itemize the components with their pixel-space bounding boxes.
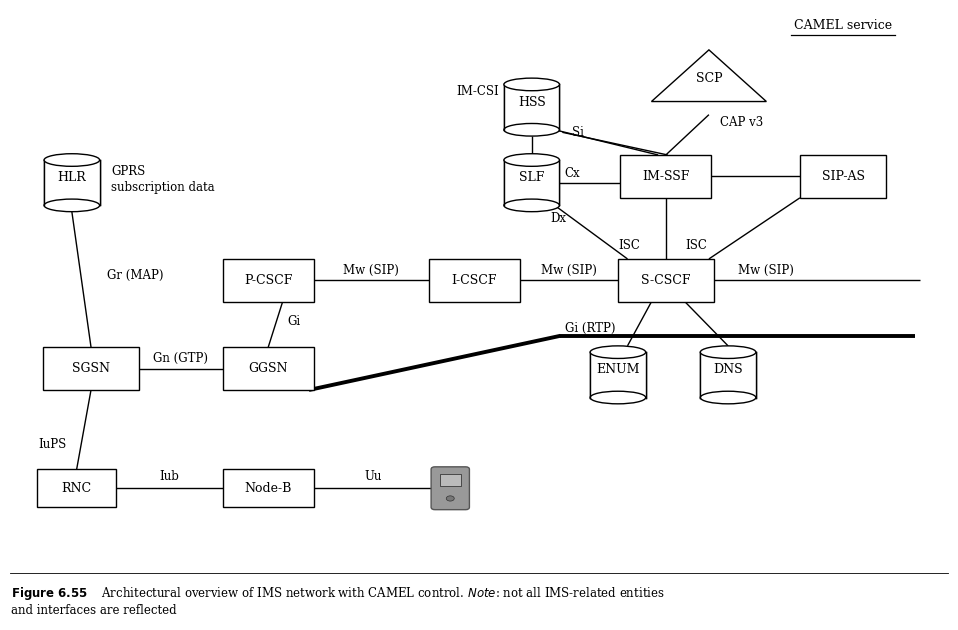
Ellipse shape — [504, 123, 559, 136]
Text: S-CSCF: S-CSCF — [641, 274, 691, 287]
FancyBboxPatch shape — [504, 84, 559, 129]
Text: Gi (RTP): Gi (RTP) — [565, 322, 616, 335]
Text: Mw (SIP): Mw (SIP) — [541, 264, 597, 277]
Text: HSS: HSS — [518, 96, 545, 108]
FancyBboxPatch shape — [620, 155, 711, 198]
FancyBboxPatch shape — [590, 352, 646, 397]
Text: Node-B: Node-B — [244, 482, 292, 495]
Text: subscription data: subscription data — [111, 181, 215, 194]
Text: Uu: Uu — [365, 471, 382, 483]
Ellipse shape — [590, 391, 646, 404]
Ellipse shape — [44, 154, 100, 166]
Text: GPRS: GPRS — [111, 165, 146, 178]
FancyBboxPatch shape — [222, 469, 313, 507]
Text: CAMEL service: CAMEL service — [794, 19, 892, 32]
Text: Si: Si — [572, 127, 583, 139]
Circle shape — [446, 496, 454, 501]
Ellipse shape — [504, 199, 559, 212]
FancyBboxPatch shape — [618, 259, 714, 302]
FancyBboxPatch shape — [37, 469, 116, 507]
FancyBboxPatch shape — [428, 259, 519, 302]
Text: SCP: SCP — [696, 72, 722, 85]
FancyBboxPatch shape — [431, 467, 469, 510]
Text: HLR: HLR — [57, 171, 86, 184]
Text: SLF: SLF — [519, 171, 544, 184]
FancyBboxPatch shape — [222, 259, 313, 302]
Text: Iub: Iub — [159, 471, 179, 483]
Text: Gn (GTP): Gn (GTP) — [153, 352, 208, 365]
Text: Gi: Gi — [287, 316, 301, 328]
Ellipse shape — [504, 78, 559, 91]
Text: IM-SSF: IM-SSF — [642, 170, 690, 183]
Text: I-CSCF: I-CSCF — [451, 274, 497, 287]
FancyBboxPatch shape — [44, 160, 100, 205]
Ellipse shape — [590, 346, 646, 358]
FancyBboxPatch shape — [504, 160, 559, 205]
Text: Cx: Cx — [564, 167, 580, 180]
Text: IuPS: IuPS — [38, 438, 66, 450]
FancyBboxPatch shape — [440, 474, 461, 486]
Ellipse shape — [700, 391, 756, 404]
Text: DNS: DNS — [714, 364, 742, 376]
Text: CAP v3: CAP v3 — [720, 117, 764, 129]
Text: ISC: ISC — [686, 239, 707, 251]
Ellipse shape — [44, 199, 100, 212]
Text: IM-CSI: IM-CSI — [456, 85, 499, 98]
Text: SIP-AS: SIP-AS — [822, 170, 864, 183]
FancyBboxPatch shape — [800, 155, 886, 198]
Text: ENUM: ENUM — [596, 364, 640, 376]
Text: $\bf{Figure\ 6.55}$    Architectural overview of IMS network with CAMEL control.: $\bf{Figure\ 6.55}$ Architectural overvi… — [11, 585, 666, 617]
Text: Mw (SIP): Mw (SIP) — [343, 264, 399, 277]
Text: Dx: Dx — [550, 212, 566, 226]
Text: ISC: ISC — [619, 239, 640, 251]
Text: Gr (MAP): Gr (MAP) — [107, 269, 164, 282]
Ellipse shape — [700, 346, 756, 358]
FancyBboxPatch shape — [43, 347, 139, 390]
Text: P-CSCF: P-CSCF — [244, 274, 292, 287]
FancyBboxPatch shape — [222, 347, 313, 390]
Polygon shape — [651, 50, 766, 101]
Ellipse shape — [504, 154, 559, 166]
Text: SGSN: SGSN — [72, 362, 110, 375]
FancyBboxPatch shape — [700, 352, 756, 397]
Text: GGSN: GGSN — [248, 362, 288, 375]
Text: Mw (SIP): Mw (SIP) — [739, 264, 794, 277]
Text: RNC: RNC — [61, 482, 92, 495]
